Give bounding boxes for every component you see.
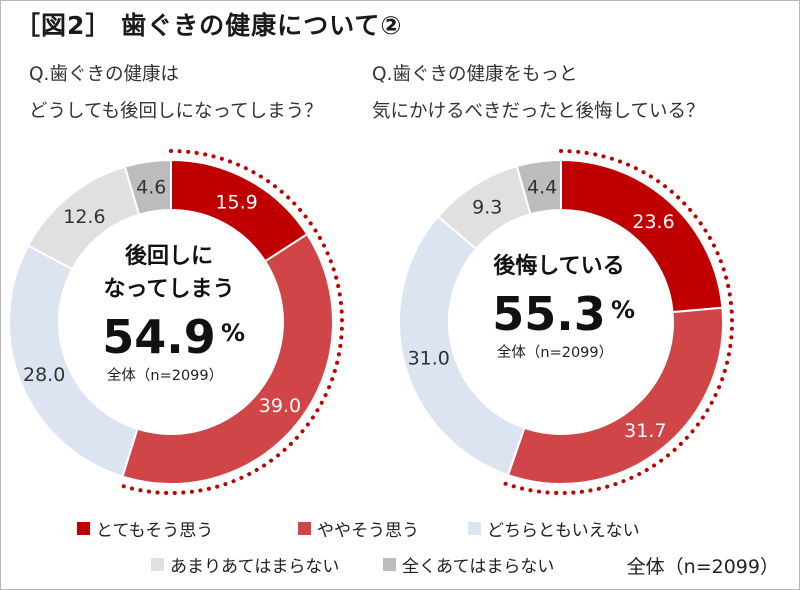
question-1-line-1: Q.歯ぐきの健康は	[29, 64, 179, 85]
donut-2-slice-3	[398, 214, 526, 477]
donut-1-value-label-1: 15.9	[215, 192, 257, 214]
donut-2-value-label-4: 9.3	[472, 197, 502, 219]
question-2-line-2: 気にかけるべきだったと後悔している？	[372, 101, 705, 122]
donut-1-value-label-4: 12.6	[63, 206, 105, 228]
donut-2-center-line-1: 後悔している	[493, 253, 624, 279]
question-2: Q.歯ぐきの健康をもっと 気にかけるべきだったと後悔している？	[372, 56, 704, 130]
donut-2: 23.6 31.7 31.0 9.3 4.4 後悔している 55.3 % 全体（n=2099）	[398, 149, 734, 495]
question-1: Q.歯ぐきの健康は どうしても後回しになってしまう？	[29, 56, 323, 130]
donut-1-slice-2	[121, 232, 334, 485]
donut-2-center-n: 全体（n=2099）	[497, 343, 613, 361]
donut-1-value-label-3: 28.0	[23, 364, 65, 386]
donut-1-value-label-5: 4.6	[136, 176, 166, 198]
donut-2-value-label-5: 4.4	[527, 176, 557, 198]
donut-2-slice-2	[506, 306, 724, 485]
donut-1-slice-5	[123, 158, 172, 216]
donut-1-center-value: 54.9	[102, 310, 216, 364]
donut-1-center-line-1: 後回しに	[125, 243, 213, 269]
figure-title: ［図2］ 歯ぐきの健康について②	[15, 11, 403, 40]
donut-1: 15.9 39.0 28.0 12.6 4.6 後回しになってしまう 54.9 % 全体（n=2…	[8, 149, 344, 495]
donut-1-center-n: 全体（n=2099）	[107, 366, 223, 384]
footer-sample-size: 全体（n=2099）	[626, 556, 779, 578]
donut-1-value-label-2: 39.0	[259, 395, 301, 417]
donut-1-positive-arc	[117, 149, 344, 495]
donut-2-value-label-3: 31.0	[408, 348, 450, 370]
donut-1-center-unit: %	[221, 319, 245, 347]
donut-2-value-label-2: 31.7	[624, 420, 666, 442]
donut-2-center-unit: %	[611, 296, 635, 324]
donut-2-value-label-1: 23.6	[632, 211, 674, 233]
question-2-line-1: Q.歯ぐきの健康をもっと	[372, 64, 578, 85]
question-1-line-2: どうしても後回しになってしまう？	[29, 101, 323, 122]
donut-2-slice-5	[515, 158, 562, 216]
donut-2-center-value: 55.3	[492, 287, 606, 341]
donut-1-center-line-2: なってしまう	[104, 277, 235, 302]
